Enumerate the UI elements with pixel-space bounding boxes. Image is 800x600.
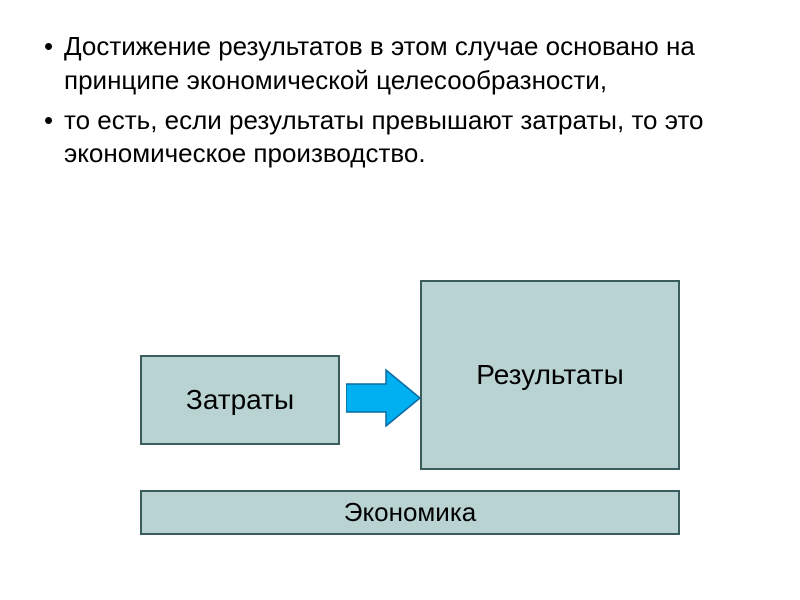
bullet-item: то есть, если результаты превышают затра… [40, 104, 760, 172]
slide: Достижение результатов в этом случае осн… [0, 0, 800, 600]
bullet-item: Достижение результатов в этом случае осн… [40, 30, 760, 98]
box-costs-label: Затраты [186, 384, 294, 416]
box-costs: Затраты [140, 355, 340, 445]
box-results-label: Результаты [476, 359, 623, 391]
box-results: Результаты [420, 280, 680, 470]
arrow-icon [346, 368, 422, 428]
bullet-list: Достижение результатов в этом случае осн… [40, 30, 760, 171]
diagram: Результаты Затраты Экономика [0, 280, 800, 580]
box-economics-label: Экономика [344, 497, 476, 528]
box-economics: Экономика [140, 490, 680, 535]
arrow-shape [346, 370, 420, 426]
